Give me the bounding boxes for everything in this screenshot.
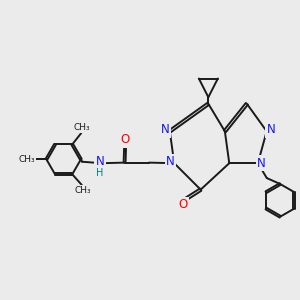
Text: H: H <box>96 168 103 178</box>
Text: CH₃: CH₃ <box>19 155 35 164</box>
Text: N: N <box>257 157 266 170</box>
Text: O: O <box>178 198 188 211</box>
Text: N: N <box>161 123 170 136</box>
Text: N: N <box>267 123 275 136</box>
Text: CH₃: CH₃ <box>74 123 90 132</box>
Text: N: N <box>166 155 175 168</box>
Text: CH₃: CH₃ <box>74 186 91 195</box>
Text: N: N <box>95 155 104 168</box>
Text: O: O <box>121 133 130 146</box>
